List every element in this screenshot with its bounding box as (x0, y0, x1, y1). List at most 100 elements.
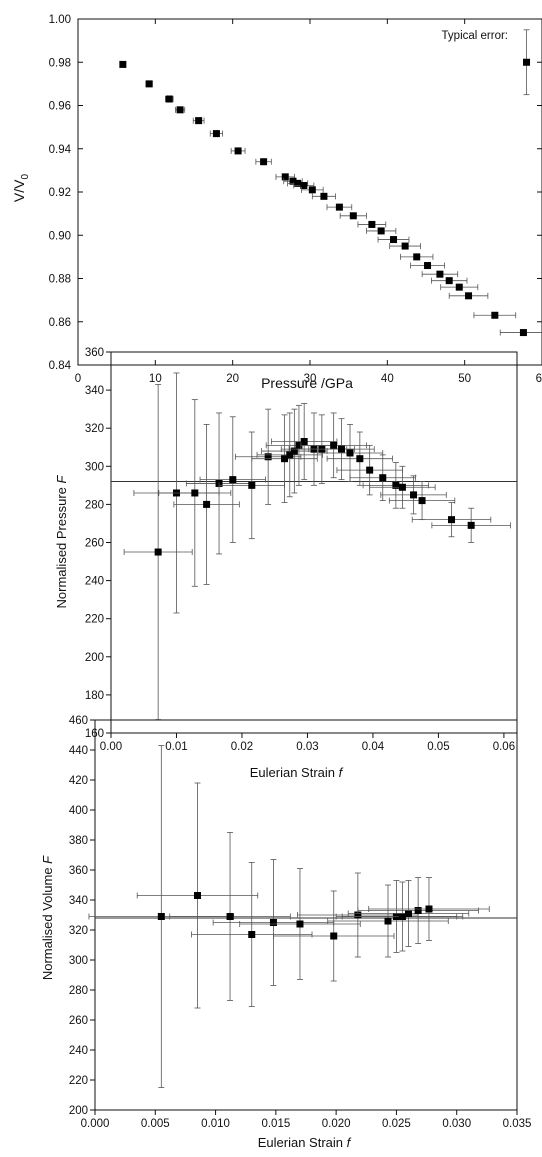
x-tick-label: 0.01 (165, 741, 187, 753)
y-tick-label: 320 (85, 423, 104, 435)
y-tick-label: 1.00 (49, 14, 71, 26)
data-point (418, 497, 426, 505)
x-tick-label: 10 (149, 373, 162, 385)
y-tick-label: 200 (85, 652, 104, 664)
x-tick-label: 20 (226, 373, 239, 385)
data-point (193, 892, 201, 899)
y-axis-label-main: Normalised Volume (40, 864, 55, 980)
x-tick-label: 0.02 (231, 741, 253, 753)
x-tick-label: 0.000 (81, 1118, 110, 1130)
y-tick-label: 220 (69, 1075, 88, 1087)
data-point (290, 447, 298, 455)
plot-frame (110, 351, 518, 734)
y-axis-label: Normalised Volume F (40, 855, 55, 980)
data-point (203, 500, 211, 508)
y-tick-label: 300 (69, 955, 88, 967)
x-axis-label-italic: f (347, 1135, 352, 1150)
y-tick-label: 0.86 (49, 317, 71, 329)
y-axis-label: Normalised Pressure F (54, 474, 69, 608)
y-tick-label: 280 (85, 499, 104, 511)
y-tick-label: 0.98 (49, 57, 71, 69)
y-tick-label: 420 (69, 775, 88, 787)
x-tick-label: 30 (304, 373, 317, 385)
data-point (346, 449, 354, 457)
data-point (491, 311, 499, 319)
x-tick-label: 50 (458, 373, 471, 385)
data-point (436, 270, 444, 278)
data-point (176, 106, 184, 114)
data-point (384, 917, 392, 925)
data-point (377, 227, 385, 235)
data-point (248, 931, 256, 938)
y-axis-label-main: V/V (11, 179, 27, 202)
data-point (392, 481, 400, 489)
data-point (401, 242, 409, 250)
x-tick-label: 0.035 (503, 1118, 532, 1130)
data-point (195, 117, 203, 125)
data-point (398, 483, 406, 491)
x-tick-label: 0.025 (382, 1118, 411, 1130)
data-point (413, 253, 421, 261)
y-tick-label: 0.84 (49, 360, 72, 372)
data-point (308, 186, 316, 194)
y-tick-label: 180 (85, 690, 104, 702)
y-tick-label: 0.96 (49, 101, 71, 113)
y-tick-label: 220 (85, 614, 104, 626)
data-point (269, 919, 277, 926)
y-tick-label: 0.92 (49, 187, 71, 199)
data-point (366, 466, 374, 474)
x-tick-label: 40 (381, 373, 394, 385)
data-point (424, 262, 432, 270)
data-point (281, 455, 289, 463)
data-point (294, 179, 302, 187)
x-tick-label: 0.020 (322, 1118, 351, 1130)
y-tick-label: 360 (69, 865, 88, 877)
data-point (248, 481, 256, 489)
chart-panel-pressure-volume: Pressure /GPa V/V0 Typical error: 0 10 20 3… (11, 14, 542, 391)
data-point (281, 173, 289, 181)
data-point (414, 907, 422, 914)
x-axis-label: Eulerian Strain f (258, 1135, 352, 1150)
y-tick-label: 0.94 (49, 144, 72, 156)
x-tick-label: 0.03 (296, 741, 318, 753)
data-point (404, 910, 412, 917)
data-point (260, 158, 268, 166)
y-axis-label-italic: F (40, 855, 55, 864)
data-point (356, 455, 364, 463)
x-axis-label: Eulerian Strain f (250, 765, 344, 780)
data-point (234, 147, 242, 155)
data-point (300, 438, 308, 446)
y-tick-label: 280 (69, 985, 88, 997)
data-point (300, 182, 308, 190)
data-point (390, 236, 398, 244)
x-axis-label-main: Eulerian Strain (250, 765, 339, 780)
y-tick-label: 0.88 (49, 274, 71, 286)
x-tick-label: 0.06 (493, 741, 515, 753)
y-axis-label-italic: F (54, 474, 69, 483)
y-axis-label-subscript: 0 (20, 173, 31, 179)
plot-frame (94, 719, 518, 1111)
data-point (157, 913, 165, 920)
y-axis-label-main: Normalised Pressure (54, 483, 69, 608)
x-tick-label: 0 (75, 373, 81, 385)
data-point (226, 913, 234, 920)
data-point (465, 292, 473, 300)
y-tick-label: 340 (85, 385, 104, 397)
y-tick-label: 300 (85, 461, 104, 473)
x-axis-label: Pressure /GPa (261, 375, 353, 391)
chart-panel-normalised-pressure: Eulerian Strain f Normalised Pressure F … (54, 347, 518, 780)
data-point (455, 283, 463, 291)
y-tick-label: 260 (69, 1015, 88, 1027)
data-point (349, 212, 357, 220)
x-tick-label: 0.030 (442, 1118, 471, 1130)
data-point (119, 60, 127, 68)
data-point (445, 277, 453, 285)
y-tick-label: 260 (85, 538, 104, 550)
x-tick-label: 0.00 (100, 741, 122, 753)
data-point (368, 220, 376, 228)
x-tick-label: 0.015 (261, 1118, 290, 1130)
data-point (425, 905, 433, 913)
data-point (398, 913, 406, 920)
data-point (264, 453, 272, 461)
